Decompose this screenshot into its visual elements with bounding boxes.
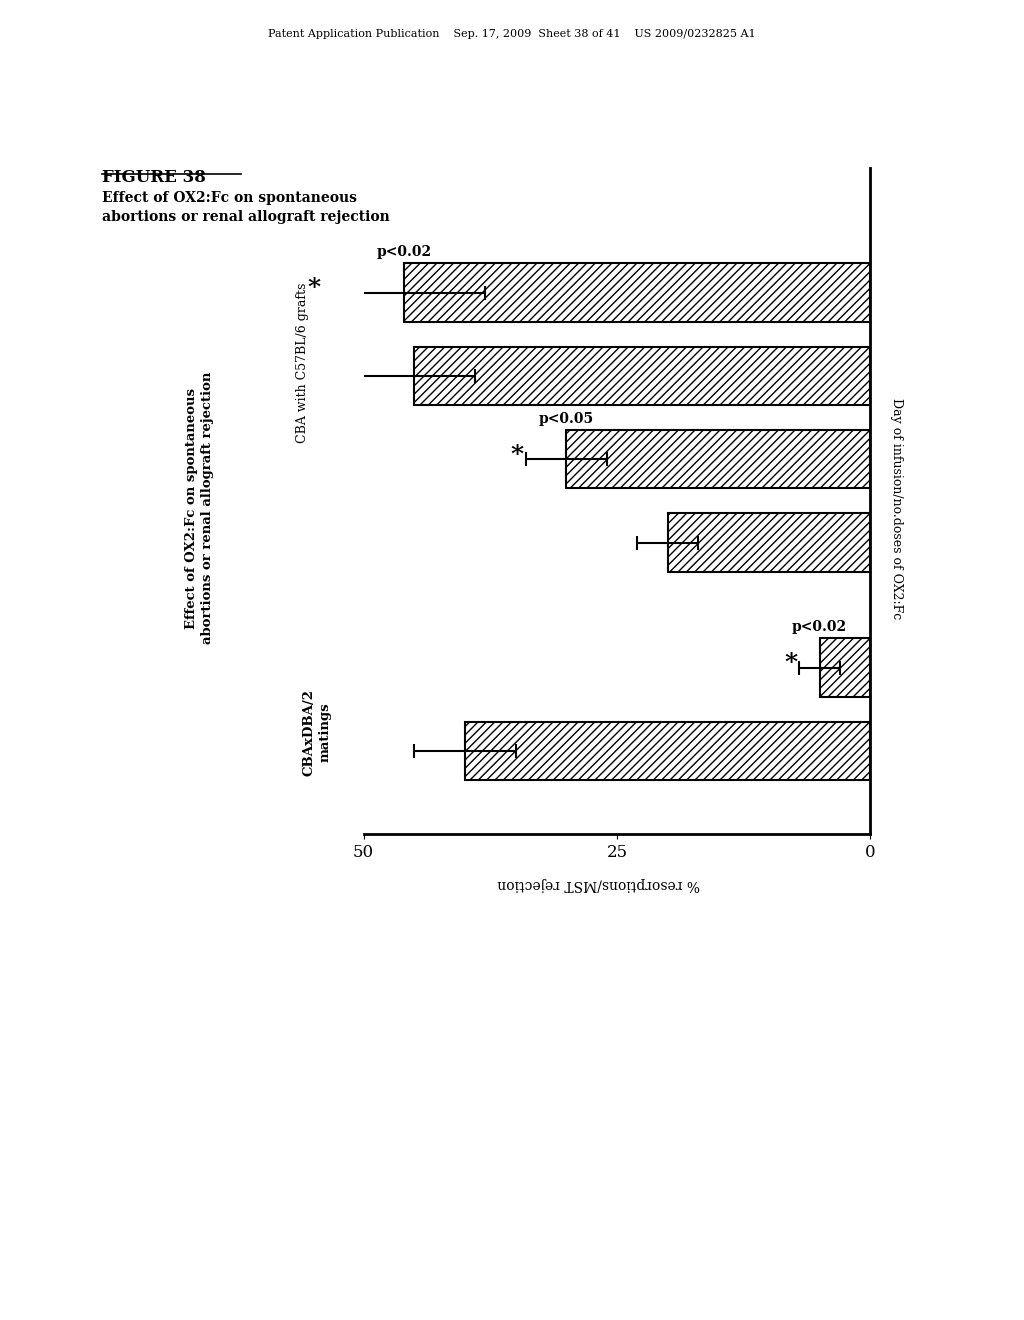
Text: Effect of OX2:Fc on spontaneous
abortions or renal allograft rejection: Effect of OX2:Fc on spontaneous abortion… bbox=[102, 191, 390, 224]
Text: p<0.05: p<0.05 bbox=[539, 412, 594, 426]
Text: p<0.02: p<0.02 bbox=[377, 246, 432, 259]
Bar bbox=[668, 513, 870, 572]
Text: Day of infusion/no.doses of OX2:Fc: Day of infusion/no.doses of OX2:Fc bbox=[890, 397, 902, 619]
Bar bbox=[819, 639, 870, 697]
Text: *: * bbox=[784, 652, 798, 676]
Text: % resorptions/MST rejection: % resorptions/MST rejection bbox=[498, 878, 700, 891]
Text: Effect of OX2:Fc on spontaneous
abortions or renal allograft rejection: Effect of OX2:Fc on spontaneous abortion… bbox=[185, 372, 214, 644]
Bar bbox=[404, 264, 870, 322]
Text: *: * bbox=[511, 444, 523, 467]
Bar bbox=[566, 430, 870, 488]
Text: p<0.02: p<0.02 bbox=[793, 620, 847, 635]
Bar bbox=[414, 347, 870, 405]
Text: CBA with C57BL/6 grafts: CBA with C57BL/6 grafts bbox=[296, 282, 308, 444]
Text: FIGURE 38: FIGURE 38 bbox=[102, 169, 206, 186]
Text: CBAxDBA/2
matings: CBAxDBA/2 matings bbox=[303, 689, 332, 776]
Text: Patent Application Publication    Sep. 17, 2009  Sheet 38 of 41    US 2009/02328: Patent Application Publication Sep. 17, … bbox=[268, 29, 756, 40]
Bar bbox=[465, 722, 870, 780]
Text: *: * bbox=[308, 276, 321, 301]
